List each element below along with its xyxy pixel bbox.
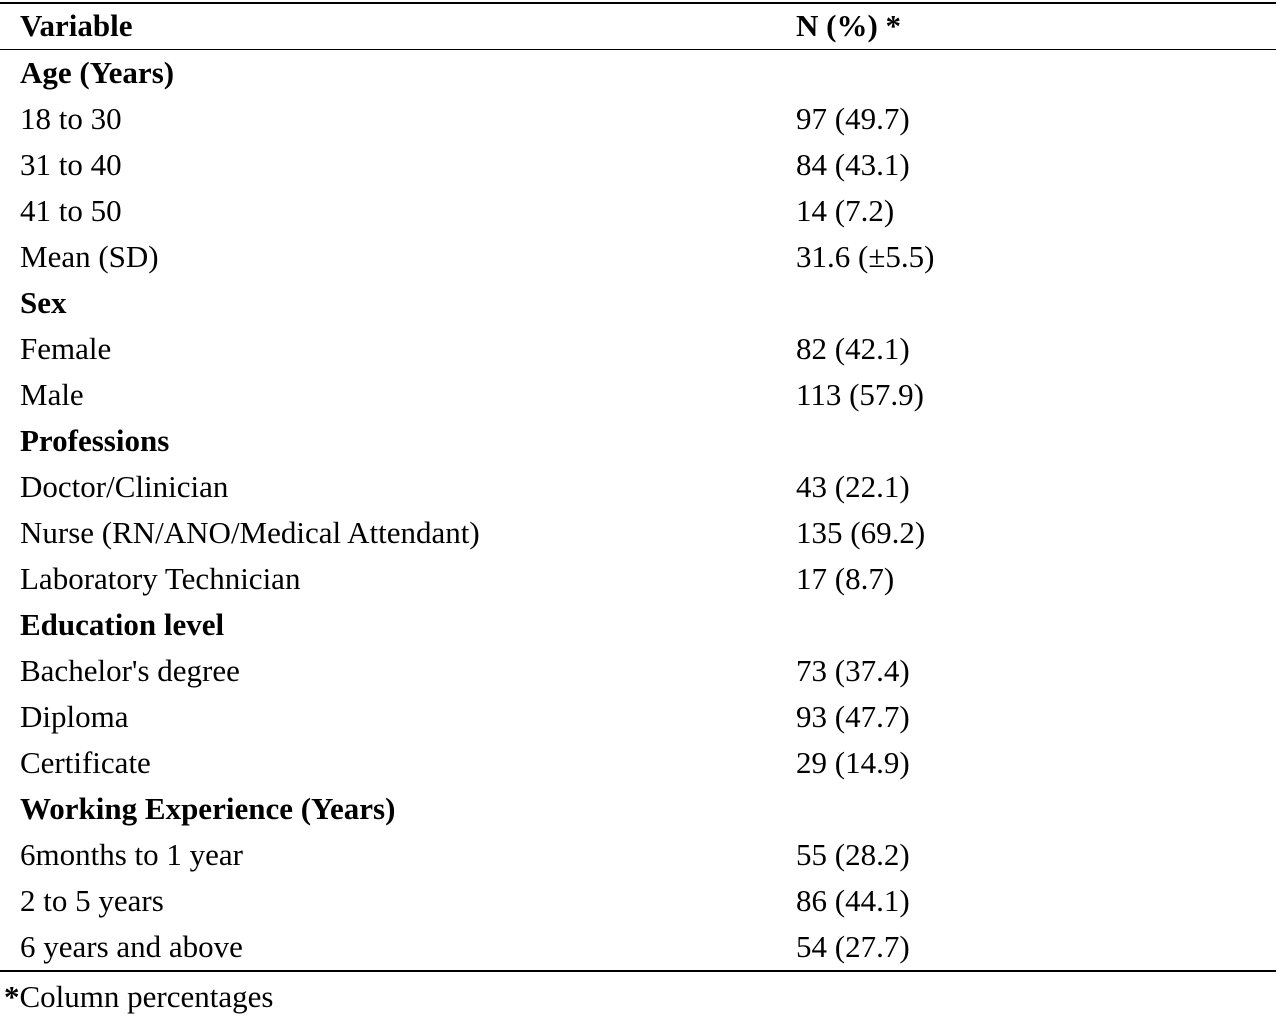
row-label: Bachelor's degree: [20, 653, 240, 688]
row-value: 135 (69.2): [796, 515, 926, 550]
table-row: 6months to 1 year 55 (28.2): [0, 832, 1276, 878]
table-row: Nurse (RN/ANO/Medical Attendant) 135 (69…: [0, 510, 1276, 556]
row-label: Male: [20, 377, 84, 412]
table-row: 41 to 50 14 (7.2): [0, 188, 1276, 234]
table-row: 6 years and above 54 (27.7): [0, 924, 1276, 970]
section-title: Professions: [20, 423, 170, 458]
row-label: Certificate: [20, 745, 151, 780]
row-value: 29 (14.9): [796, 745, 910, 780]
row-value: 93 (47.7): [796, 699, 910, 734]
table-row: Laboratory Technician 17 (8.7): [0, 556, 1276, 602]
table-row: Certificate 29 (14.9): [0, 740, 1276, 786]
section-heading-professions: Professions: [0, 418, 1276, 464]
row-label: 6months to 1 year: [20, 837, 243, 872]
table-row: Male 113 (57.9): [0, 372, 1276, 418]
footnote-marker: *: [4, 979, 20, 1014]
table-row: 2 to 5 years 86 (44.1): [0, 878, 1276, 924]
row-label: Nurse (RN/ANO/Medical Attendant): [20, 515, 480, 550]
table-row: Doctor/Clinician 43 (22.1): [0, 464, 1276, 510]
section-heading-education: Education level: [0, 602, 1276, 648]
section-title: Age (Years): [20, 55, 175, 90]
table-row: Diploma 93 (47.7): [0, 694, 1276, 740]
row-label: Mean (SD): [20, 239, 159, 274]
row-value: 14 (7.2): [796, 193, 895, 228]
row-label: 18 to 30: [20, 101, 122, 136]
table-bottom-rule: [0, 970, 1276, 972]
table-header-row: Variable N (%) *: [0, 3, 1276, 49]
table-row: Bachelor's degree 73 (37.4): [0, 648, 1276, 694]
row-label: 6 years and above: [20, 929, 243, 964]
row-value: 97 (49.7): [796, 101, 910, 136]
table-row: Mean (SD) 31.6 (±5.5): [0, 234, 1276, 280]
row-value: 31.6 (±5.5): [796, 239, 935, 274]
section-heading-sex: Sex: [0, 280, 1276, 326]
section-title: Sex: [20, 285, 67, 320]
section-title: Education level: [20, 607, 225, 642]
row-label: Laboratory Technician: [20, 561, 301, 596]
row-value: 55 (28.2): [796, 837, 910, 872]
row-label: 41 to 50: [20, 193, 122, 228]
row-label: 31 to 40: [20, 147, 122, 182]
table-row: 31 to 40 84 (43.1): [0, 142, 1276, 188]
row-label: Doctor/Clinician: [20, 469, 229, 504]
row-label: Diploma: [20, 699, 129, 734]
row-value: 113 (57.9): [796, 377, 924, 412]
table-row: Female 82 (42.1): [0, 326, 1276, 372]
table-footnote: *Column percentages: [4, 975, 273, 1019]
header-value: N (%) *: [796, 8, 902, 43]
section-heading-experience: Working Experience (Years): [0, 786, 1276, 832]
table-row: 18 to 30 97 (49.7): [0, 96, 1276, 142]
header-rule: [0, 49, 1276, 50]
row-value: 43 (22.1): [796, 469, 910, 504]
row-value: 82 (42.1): [796, 331, 910, 366]
row-value: 73 (37.4): [796, 653, 910, 688]
row-label: Female: [20, 331, 112, 366]
row-value: 84 (43.1): [796, 147, 910, 182]
section-title: Working Experience (Years): [20, 791, 396, 826]
row-value: 17 (8.7): [796, 561, 895, 596]
table-top-rule: [0, 2, 1276, 4]
row-value: 54 (27.7): [796, 929, 910, 964]
header-variable: Variable: [20, 8, 133, 43]
footnote-text: Column percentages: [19, 979, 274, 1014]
section-heading-age: Age (Years): [0, 50, 1276, 96]
row-label: 2 to 5 years: [20, 883, 164, 918]
row-value: 86 (44.1): [796, 883, 910, 918]
